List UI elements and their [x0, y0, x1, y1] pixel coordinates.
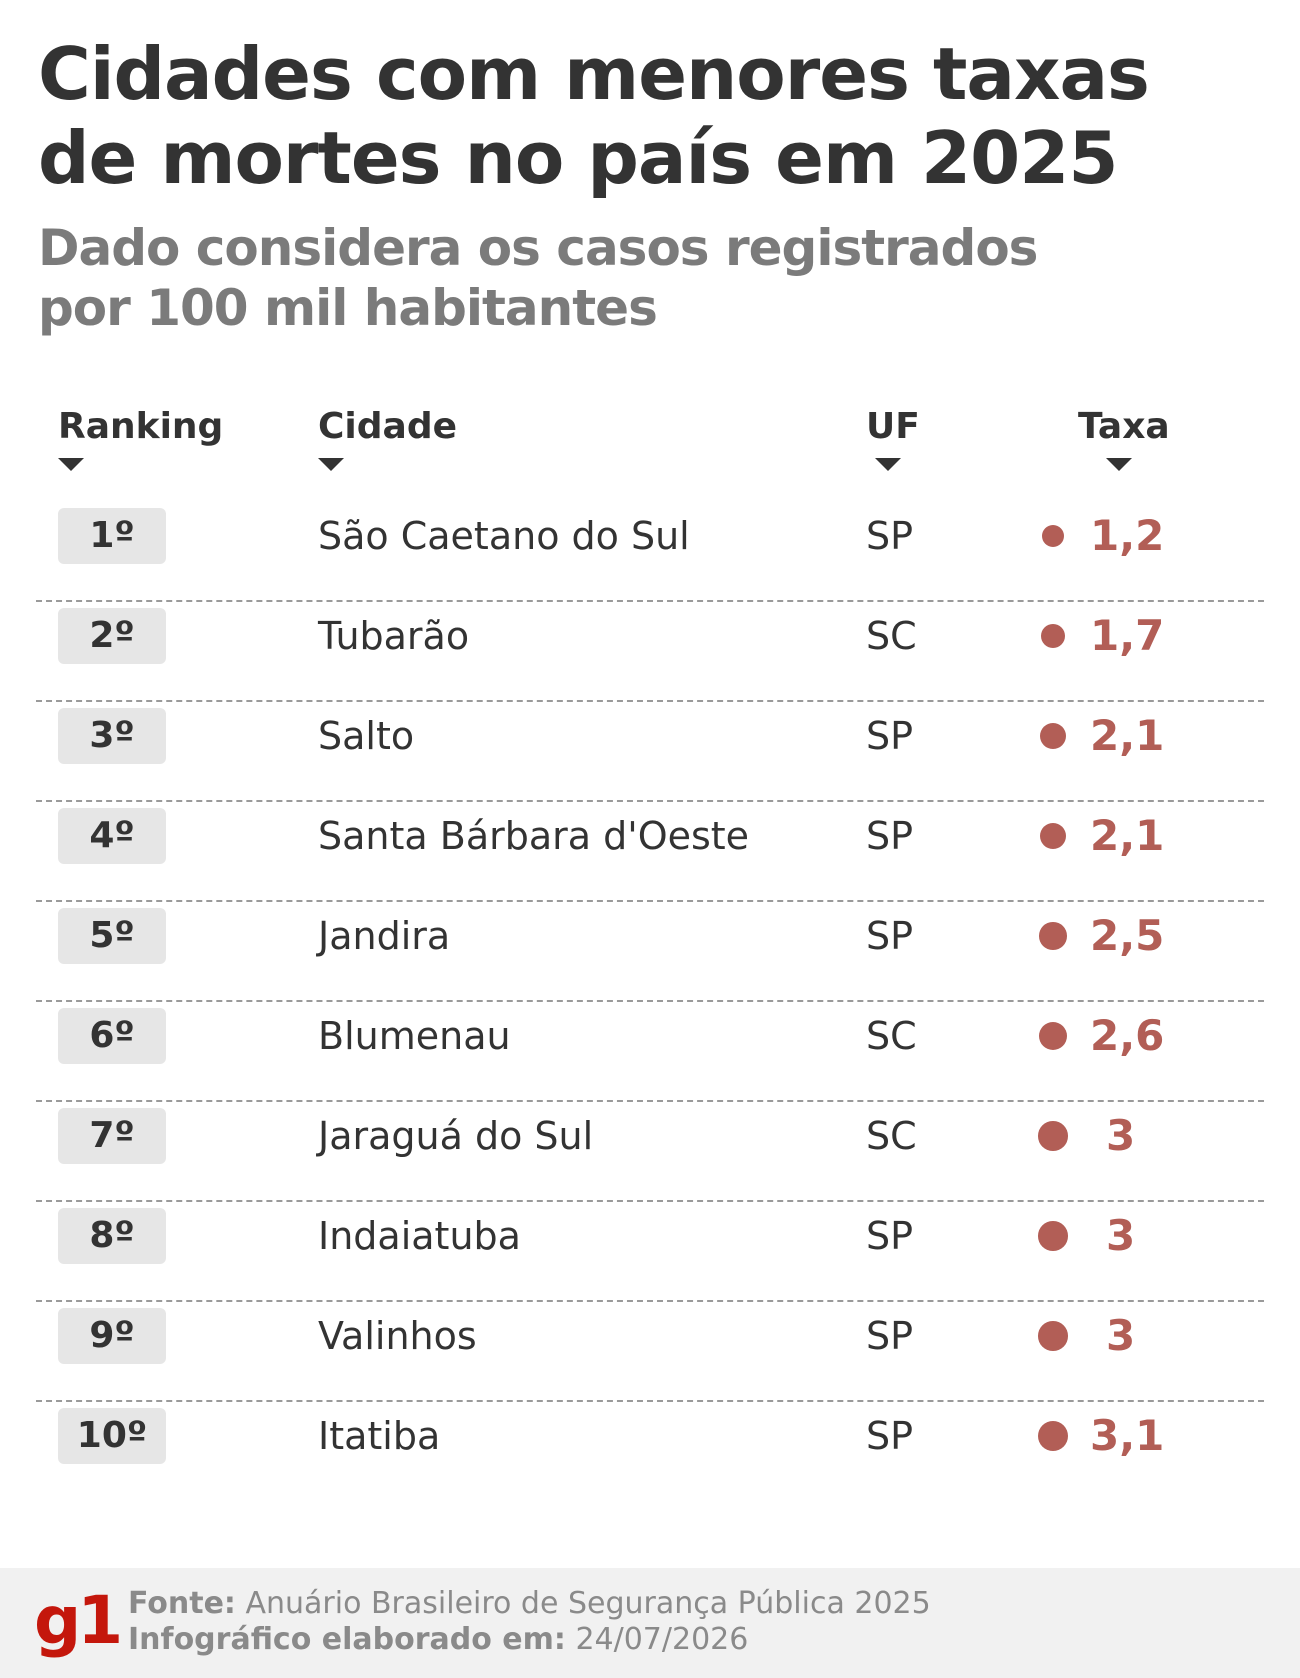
- rank-badge: 5º: [58, 908, 166, 964]
- sort-arrow-icon: [318, 458, 344, 471]
- rate-dot: [1038, 1221, 1068, 1251]
- rate-value: 2,5: [1090, 911, 1165, 960]
- rank-badge: 2º: [58, 608, 166, 664]
- city-name: Santa Bárbara d'Oeste: [318, 814, 750, 858]
- rate-value: 2,1: [1090, 711, 1165, 760]
- state-code: SC: [866, 1014, 917, 1058]
- row-divider: [36, 1300, 1264, 1302]
- chart-title: Cidades com menores taxas de mortes no p…: [38, 32, 1150, 200]
- made-value: 24/07/2026: [565, 1622, 749, 1657]
- made-line: Infográfico elaborado em: 24/07/2026: [128, 1622, 748, 1658]
- source-value: Anuário Brasileiro de Segurança Pública …: [235, 1586, 931, 1621]
- row-divider: [36, 800, 1264, 802]
- sort-arrow-icon: [58, 458, 84, 471]
- rate-dot: [1040, 623, 1066, 649]
- rate-dot: [1038, 1321, 1068, 1351]
- rate-dot: [1039, 822, 1067, 850]
- rate-value: 3: [1106, 1111, 1136, 1160]
- table-row: 8º Indaiatuba SP 3: [0, 1174, 1300, 1274]
- rate-value: 1,7: [1090, 611, 1165, 660]
- table-row: 10º Itatiba SP 3,1: [0, 1374, 1300, 1474]
- row-divider: [36, 1000, 1264, 1002]
- city-name: Indaiatuba: [318, 1214, 521, 1258]
- table-row: 2º Tubarão SC 1,7: [0, 574, 1300, 674]
- city-name: Itatiba: [318, 1414, 441, 1458]
- column-header-cidade: Cidade: [318, 406, 458, 447]
- rank-badge: 7º: [58, 1108, 166, 1164]
- city-name: Jandira: [318, 914, 451, 958]
- row-divider: [36, 1400, 1264, 1402]
- state-code: SC: [866, 614, 917, 658]
- rank-badge: 8º: [58, 1208, 166, 1264]
- city-name: Tubarão: [318, 614, 470, 658]
- source-line: Fonte: Anuário Brasileiro de Segurança P…: [128, 1586, 931, 1622]
- row-divider: [36, 1200, 1264, 1202]
- table-row: 4º Santa Bárbara d'Oeste SP 2,1: [0, 774, 1300, 874]
- state-code: SP: [866, 914, 914, 958]
- column-header-ranking: Ranking: [58, 406, 224, 447]
- sort-arrow-icon: [875, 458, 901, 471]
- state-code: SP: [866, 1314, 914, 1358]
- table-row: 6º Blumenau SC 2,6: [0, 974, 1300, 1074]
- row-divider: [36, 1100, 1264, 1102]
- rate-dot: [1038, 1121, 1068, 1151]
- table-row: 7º Jaraguá do Sul SC 3: [0, 1074, 1300, 1174]
- rate-dot: [1039, 922, 1067, 950]
- rank-badge: 10º: [58, 1408, 166, 1464]
- city-name: São Caetano do Sul: [318, 514, 690, 558]
- source-label: Fonte:: [128, 1586, 236, 1621]
- city-name: Blumenau: [318, 1014, 511, 1058]
- sort-arrow-icon: [1106, 458, 1132, 471]
- state-code: SP: [866, 714, 914, 758]
- rate-dot: [1038, 1421, 1068, 1451]
- table-row: 5º Jandira SP 2,5: [0, 874, 1300, 974]
- state-code: SP: [866, 814, 914, 858]
- g1-logo: g1: [34, 1582, 123, 1659]
- chart-subtitle: Dado considera os casos registrados por …: [38, 219, 1038, 337]
- table-row: 3º Salto SP 2,1: [0, 674, 1300, 774]
- city-name: Jaraguá do Sul: [318, 1114, 594, 1158]
- column-header-uf: UF: [866, 406, 920, 447]
- state-code: SP: [866, 1214, 914, 1258]
- rank-badge: 4º: [58, 808, 166, 864]
- column-header-taxa: Taxa: [1078, 406, 1170, 447]
- rank-badge: 9º: [58, 1308, 166, 1364]
- row-divider: [36, 700, 1264, 702]
- table-row: 9º Valinhos SP 3: [0, 1274, 1300, 1374]
- rank-badge: 3º: [58, 708, 166, 764]
- rate-value: 3: [1106, 1311, 1136, 1360]
- rank-badge: 1º: [58, 508, 166, 564]
- row-divider: [36, 600, 1264, 602]
- city-name: Valinhos: [318, 1314, 477, 1358]
- rate-dot: [1041, 524, 1065, 548]
- rate-value: 3: [1106, 1211, 1136, 1260]
- city-name: Salto: [318, 714, 415, 758]
- state-code: SP: [866, 514, 914, 558]
- made-label: Infográfico elaborado em:: [128, 1622, 566, 1657]
- rate-dot: [1039, 722, 1067, 750]
- rate-dot: [1038, 1021, 1068, 1051]
- rate-value: 3,1: [1090, 1411, 1165, 1460]
- rate-value: 2,6: [1090, 1011, 1165, 1060]
- rate-value: 2,1: [1090, 811, 1165, 860]
- state-code: SP: [866, 1414, 914, 1458]
- footer: g1 Fonte: Anuário Brasileiro de Seguranç…: [0, 1568, 1300, 1678]
- row-divider: [36, 900, 1264, 902]
- rate-value: 1,2: [1090, 511, 1165, 560]
- state-code: SC: [866, 1114, 917, 1158]
- table-row: 1º São Caetano do Sul SP 1,2: [0, 474, 1300, 574]
- rank-badge: 6º: [58, 1008, 166, 1064]
